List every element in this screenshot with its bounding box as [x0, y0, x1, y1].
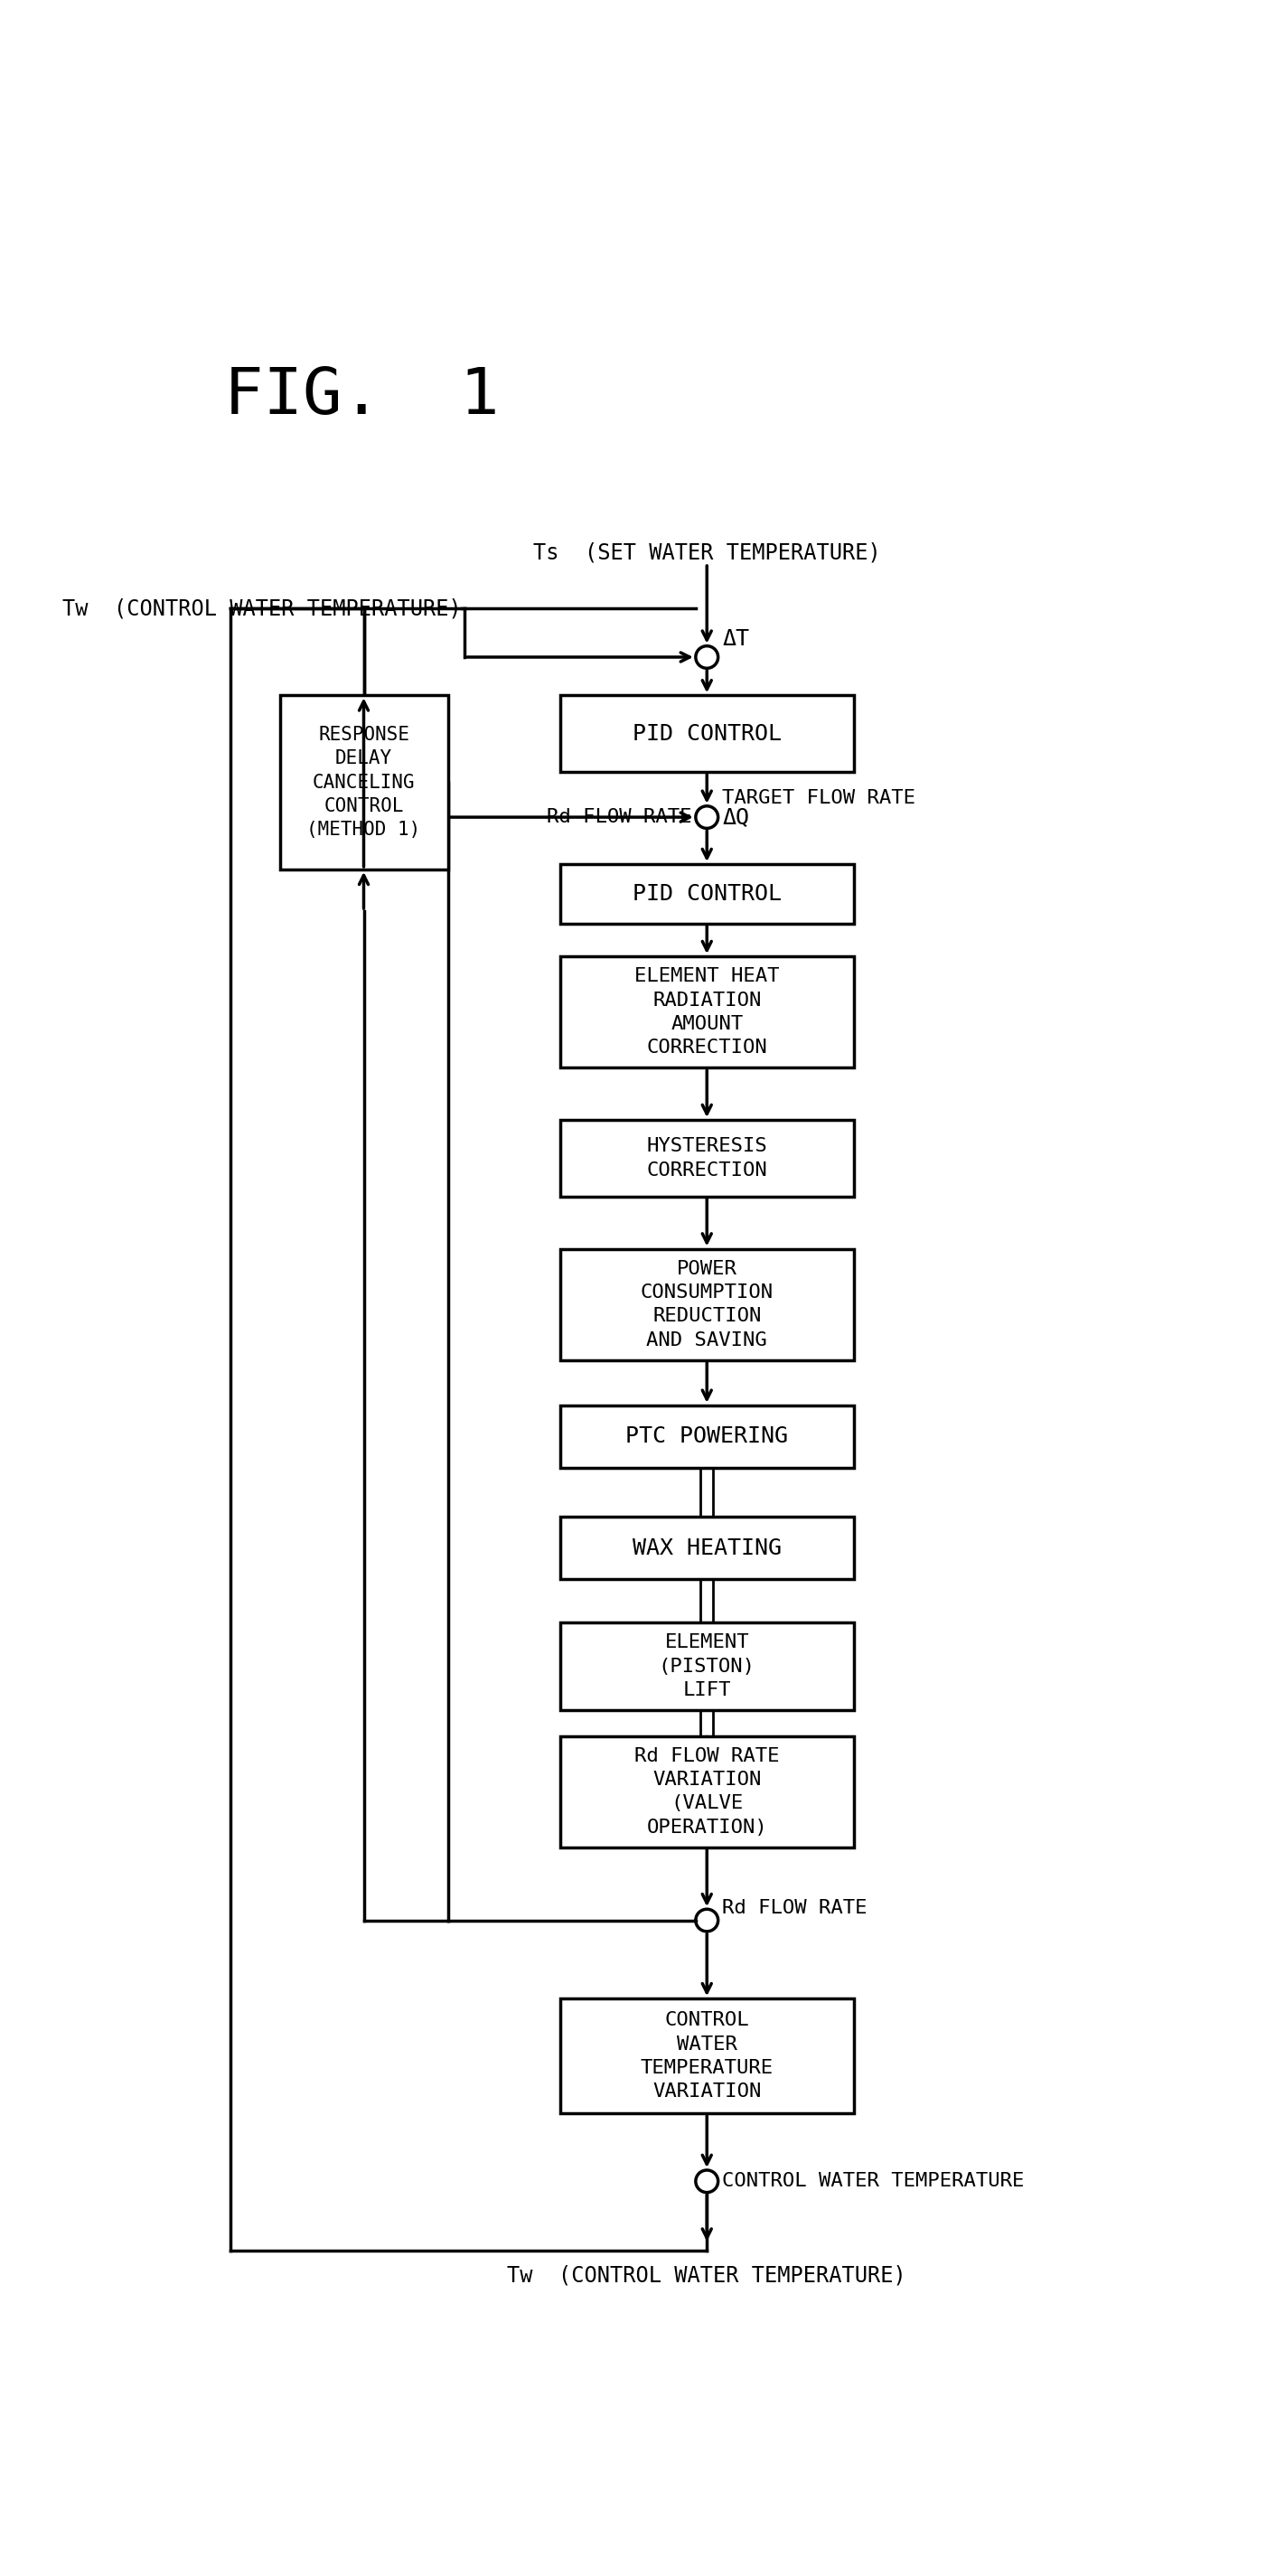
Bar — [280, 696, 447, 868]
Polygon shape — [693, 1736, 721, 1749]
Text: PID CONTROL: PID CONTROL — [632, 884, 781, 904]
Text: FIG.  1: FIG. 1 — [224, 366, 499, 428]
Text: Rd FLOW RATE: Rd FLOW RATE — [546, 809, 691, 827]
Text: RESPONSE
DELAY
CANCELING
CONTROL
(METHOD 1): RESPONSE DELAY CANCELING CONTROL (METHOD… — [307, 726, 420, 840]
Text: ELEMENT HEAT
RADIATION
AMOUNT
CORRECTION: ELEMENT HEAT RADIATION AMOUNT CORRECTION — [635, 966, 780, 1056]
Text: TARGET FLOW RATE: TARGET FLOW RATE — [722, 788, 916, 806]
Text: ΔT: ΔT — [722, 629, 749, 649]
Bar — [560, 1517, 855, 1579]
Bar — [560, 1623, 855, 1710]
Bar — [560, 863, 855, 922]
Text: PID CONTROL: PID CONTROL — [632, 724, 781, 744]
Bar — [560, 1406, 855, 1468]
Bar — [560, 1736, 855, 1847]
Text: Rd FLOW RATE: Rd FLOW RATE — [722, 1899, 867, 1917]
Bar — [560, 1249, 855, 1360]
Text: CONTROL WATER TEMPERATURE: CONTROL WATER TEMPERATURE — [722, 2172, 1024, 2190]
Text: Tw  (CONTROL WATER TEMPERATURE): Tw (CONTROL WATER TEMPERATURE) — [63, 598, 461, 618]
Text: PTC POWERING: PTC POWERING — [626, 1425, 788, 1448]
Text: Tw  (CONTROL WATER TEMPERATURE): Tw (CONTROL WATER TEMPERATURE) — [508, 2264, 906, 2287]
Text: Rd FLOW RATE
VARIATION
(VALVE
OPERATION): Rd FLOW RATE VARIATION (VALVE OPERATION) — [635, 1747, 780, 1837]
Text: CONTROL
WATER
TEMPERATURE
VARIATION: CONTROL WATER TEMPERATURE VARIATION — [640, 2012, 774, 2102]
Text: ELEMENT
(PISTON)
LIFT: ELEMENT (PISTON) LIFT — [658, 1633, 756, 1700]
Bar — [560, 696, 855, 773]
Text: HYSTERESIS
CORRECTION: HYSTERESIS CORRECTION — [646, 1136, 767, 1180]
Bar — [560, 1999, 855, 2112]
Bar — [560, 956, 855, 1066]
Text: ΔQ: ΔQ — [722, 806, 749, 827]
Text: POWER
CONSUMPTION
REDUCTION
AND SAVING: POWER CONSUMPTION REDUCTION AND SAVING — [640, 1260, 774, 1350]
Polygon shape — [693, 1623, 721, 1636]
Text: WAX HEATING: WAX HEATING — [632, 1538, 781, 1558]
Bar — [560, 1121, 855, 1195]
Polygon shape — [693, 1517, 721, 1530]
Text: Ts  (SET WATER TEMPERATURE): Ts (SET WATER TEMPERATURE) — [533, 541, 880, 564]
